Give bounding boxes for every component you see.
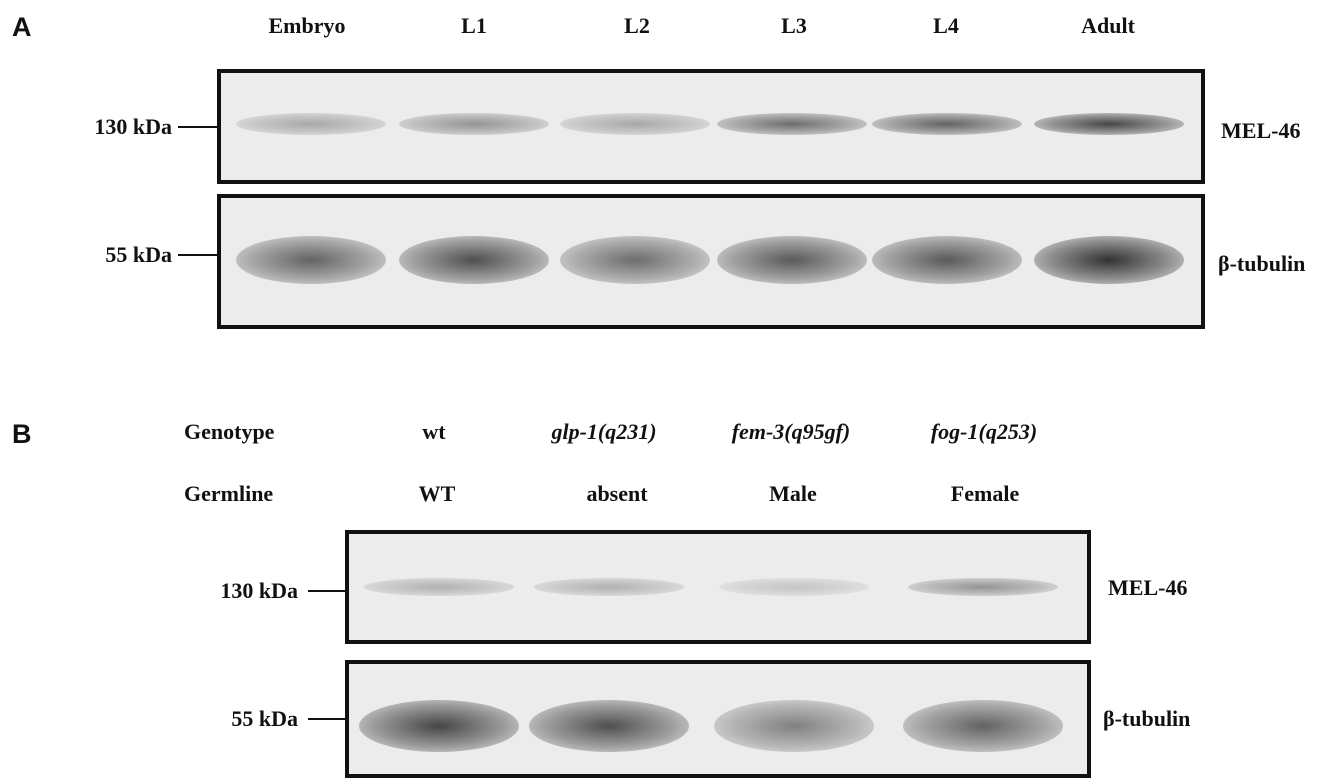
panel-b-letter: B [12, 419, 32, 449]
panel-a-marker-55: 55 kDa [105, 242, 172, 267]
panel-b-genotype-fem3: fem-3(q95gf) [731, 419, 851, 444]
panel-a-mel46-band-2 [399, 113, 549, 135]
panel-a-tubulin-band-5 [872, 236, 1022, 284]
panel-a-blot-tubulin [217, 194, 1205, 329]
panel-b-protein-mel46: MEL-46 [1108, 575, 1188, 600]
panel-b-tubulin-band-3 [714, 700, 874, 752]
panel-b-marker-130: 130 kDa [220, 578, 298, 603]
panel-a-protein-mel46: MEL-46 [1221, 118, 1301, 143]
panel-a-lane-label-l4: L4 [933, 13, 959, 38]
panel-b-blot-tubulin [345, 660, 1091, 778]
panel-b-row-label-genotype: Genotype [184, 419, 275, 444]
panel-b-row-label-germline: Germline [184, 481, 274, 506]
panel-b-blot-mel46 [345, 530, 1091, 644]
panel-b-mel46-band-4 [908, 578, 1058, 596]
panel-a-mel46-band-1 [236, 113, 386, 135]
panel-a-mel46-band-6 [1034, 113, 1184, 135]
panel-b-genotype-glp1: glp-1(q231) [551, 419, 657, 444]
panel-a-mel46-band-4 [717, 113, 867, 135]
panel-a-mel46-band-5 [872, 113, 1022, 135]
panel-a-lane-label-adult: Adult [1081, 13, 1135, 38]
panel-a-lane-label-l2: L2 [624, 13, 650, 38]
panel-a-marker-130: 130 kDa [94, 114, 172, 139]
panel-a-lane-label-l1: L1 [461, 13, 487, 38]
panel-b-marker-55-tick [308, 718, 348, 720]
panel-b-genotype-wt: wt [422, 419, 446, 444]
panel-a-letter: A [12, 12, 32, 42]
panel-a-lane-label-embryo: Embryo [268, 13, 346, 38]
panel-a-tubulin-band-1 [236, 236, 386, 284]
panel-a-marker-55-tick [178, 254, 218, 256]
panel-b-mel46-band-2 [534, 578, 684, 596]
panel-a-marker-130-tick [178, 126, 218, 128]
panel-b-marker-55: 55 kDa [231, 706, 298, 731]
panel-b-germline-absent: absent [586, 481, 648, 506]
panel-b-tubulin-band-4 [903, 700, 1063, 752]
panel-b-tubulin-band-2 [529, 700, 689, 752]
panel-a-mel46-band-3 [560, 113, 710, 135]
panel-a-tubulin-band-2 [399, 236, 549, 284]
panel-a-lane-label-l3: L3 [781, 13, 807, 38]
panel-b-germline-wt: WT [418, 481, 456, 506]
panel-b-germline-female: Female [950, 481, 1020, 506]
panel-a-tubulin-band-3 [560, 236, 710, 284]
panel-b-mel46-band-1 [364, 578, 514, 596]
panel-b-marker-130-tick [308, 590, 348, 592]
panel-a-tubulin-band-6 [1034, 236, 1184, 284]
panel-a-protein-tubulin: β-tubulin [1218, 251, 1306, 276]
panel-b-germline-male: Male [769, 481, 817, 506]
panel-b-genotype-fog1: fog-1(q253) [930, 419, 1038, 444]
panel-a-blot-mel46 [217, 69, 1205, 184]
panel-b-mel46-band-3 [719, 578, 869, 596]
panel-b-tubulin-band-1 [359, 700, 519, 752]
panel-b-protein-tubulin: β-tubulin [1103, 706, 1191, 731]
panel-a-tubulin-band-4 [717, 236, 867, 284]
